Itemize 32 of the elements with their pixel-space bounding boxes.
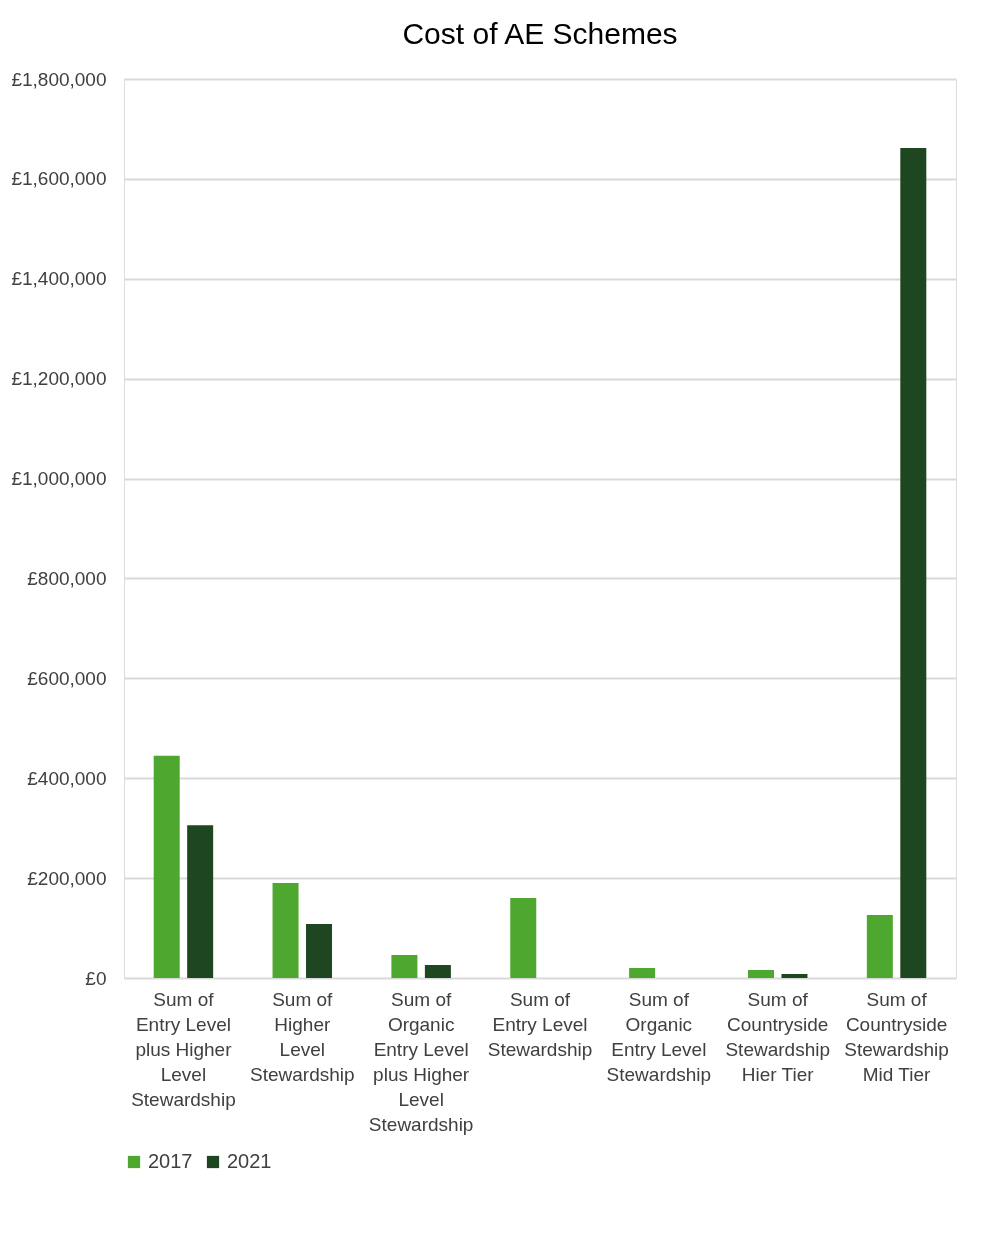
bar xyxy=(900,147,927,978)
legend-label: 2021 xyxy=(227,1150,272,1172)
bar xyxy=(272,883,299,978)
bar xyxy=(424,965,451,978)
bar xyxy=(781,974,808,978)
bar xyxy=(747,970,774,978)
y-tick-label: £1,000,000 xyxy=(11,468,107,490)
x-tick-label: Sum of Higher Level Stewardship xyxy=(250,988,355,1085)
y-tick-label: £200,000 xyxy=(27,867,107,889)
legend-label: 2017 xyxy=(148,1150,193,1172)
x-tick-label: Sum of Organic Entry Level Stewardship xyxy=(606,988,712,1085)
y-tick-label: £600,000 xyxy=(27,667,107,689)
bar xyxy=(866,915,893,978)
bar xyxy=(510,898,537,978)
bar xyxy=(187,825,214,978)
x-tick-label: Sum of Entry Level plus Higher Level Stewardship xyxy=(131,988,236,1110)
y-tick-label: £1,400,000 xyxy=(11,268,107,290)
y-tick-label: £400,000 xyxy=(27,767,107,789)
bar xyxy=(629,968,656,978)
bar xyxy=(306,924,333,978)
y-tick-label: £1,800,000 xyxy=(11,68,107,90)
y-tick-label: £800,000 xyxy=(27,567,107,589)
x-tick-label: Sum of Entry Level Stewardship xyxy=(487,988,593,1060)
chart-title: Cost of AE Schemes xyxy=(402,17,678,50)
x-tick-label: Sum of Countryside Stewardship Mid Tier xyxy=(844,988,949,1085)
x-tick-label: Sum of Countryside Stewardship Hier Tier xyxy=(725,988,830,1085)
y-tick-label: £0 xyxy=(85,967,107,989)
bar xyxy=(391,955,418,978)
bar xyxy=(153,755,180,978)
x-tick-label: Sum of Organic Entry Level plus Higher Level Stewardship xyxy=(368,988,474,1135)
y-tick-label: £1,600,000 xyxy=(11,168,107,190)
y-tick-label: £1,200,000 xyxy=(11,368,107,390)
